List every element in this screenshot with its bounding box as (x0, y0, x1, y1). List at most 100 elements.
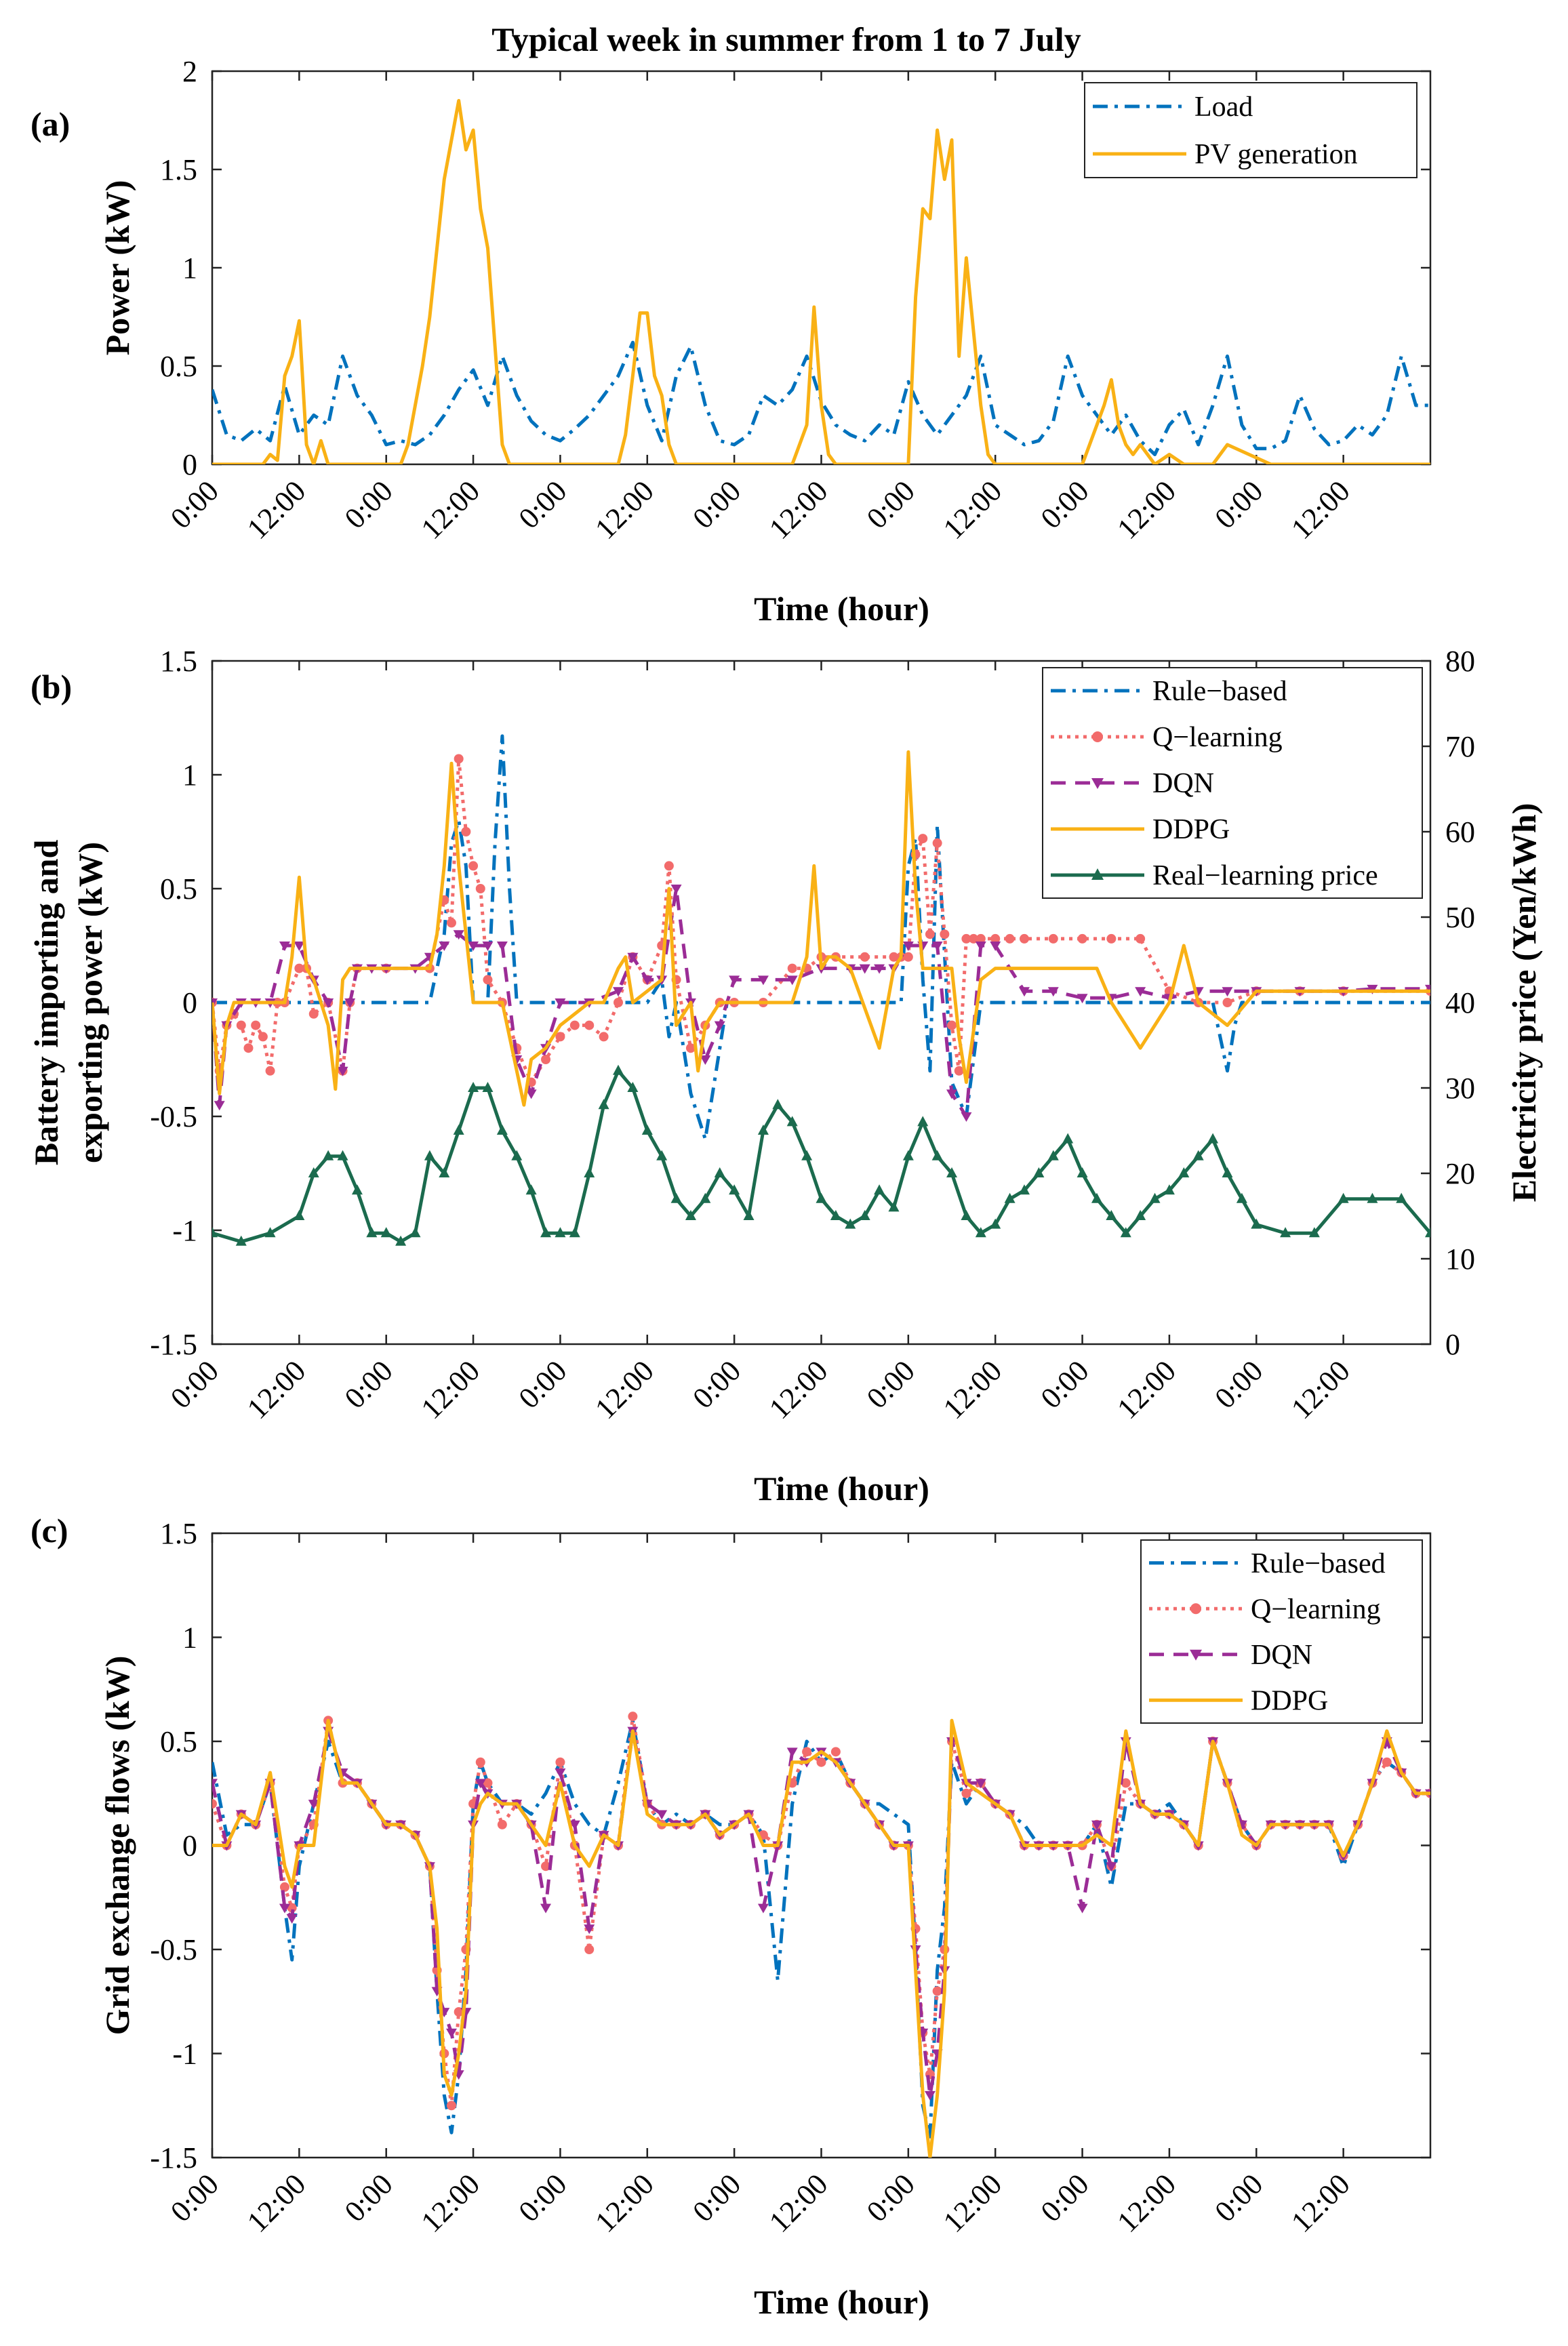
series-line-load (212, 340, 1430, 456)
series-marker (888, 1201, 900, 1212)
legend-marker (1091, 778, 1104, 789)
y-tick-label-right: 70 (1445, 730, 1475, 763)
x-tick-label: 12:00 (1110, 2167, 1182, 2239)
series-marker (1077, 994, 1088, 1004)
x-axis-label: Time (hour) (754, 1470, 929, 1508)
legend-box (1140, 1539, 1423, 1724)
x-axis-label: Time (hour) (754, 2283, 929, 2321)
series-marker (265, 1066, 275, 1076)
panel-label: (a) (31, 105, 70, 143)
series-marker (772, 1099, 784, 1110)
legend-marker (1091, 868, 1104, 880)
series-line-dqn (212, 887, 1430, 1118)
series-marker (743, 1210, 755, 1220)
series-marker (1135, 1210, 1146, 1220)
series-marker (1077, 1903, 1088, 1914)
series-marker (729, 1184, 740, 1195)
series-marker (279, 1903, 290, 1914)
series-marker (236, 1020, 246, 1030)
series-marker (1047, 987, 1059, 997)
series-marker (475, 1779, 486, 1789)
series-marker (859, 1210, 870, 1220)
series-marker (482, 942, 494, 951)
y-tick-label: 1 (182, 1621, 197, 1655)
series-marker (1338, 1192, 1349, 1203)
x-tick-label: 12:00 (1285, 2167, 1356, 2239)
series-marker (1047, 1150, 1059, 1160)
series-marker (475, 1757, 485, 1767)
x-tick-label: 0:00 (1034, 1354, 1095, 1415)
legend: Rule−based Q−learning DQN DDPG (1140, 1539, 1423, 1724)
y-tick-label: 0.5 (160, 872, 197, 906)
x-tick-label: 12:00 (763, 474, 835, 546)
y-tick-label: -1 (172, 1214, 197, 1247)
legend-label: Real−learning price (1152, 860, 1378, 891)
series-marker (902, 942, 914, 951)
series-marker (1251, 1218, 1262, 1229)
series-marker (786, 1116, 798, 1127)
x-tick-label: 0:00 (164, 474, 225, 535)
series-marker (816, 1192, 827, 1203)
series-marker (380, 1227, 392, 1238)
series-marker (555, 1227, 566, 1238)
y-tick-label-right: 80 (1445, 645, 1475, 678)
series-marker (496, 1125, 508, 1135)
x-tick-label: 0:00 (860, 1354, 921, 1415)
series-marker (670, 1192, 682, 1203)
x-tick-label: 0:00 (860, 474, 921, 535)
series-marker (1121, 1778, 1131, 1788)
series-marker (1048, 933, 1058, 944)
series-marker (243, 1043, 254, 1053)
x-tick-label: 0:00 (338, 2167, 399, 2228)
series-marker (279, 942, 290, 951)
x-tick-label: 12:00 (415, 1354, 487, 1425)
legend-label: DDPG (1152, 814, 1230, 845)
series-marker (627, 1082, 639, 1092)
y-tick-label-right: 0 (1445, 1328, 1460, 1361)
legend-label: Rule−based (1152, 676, 1287, 707)
series-marker (714, 1167, 725, 1177)
x-tick-label: 0:00 (512, 1354, 574, 1415)
y-tick-label: 1.5 (160, 153, 197, 186)
series-marker (961, 1788, 971, 1798)
series-marker (685, 1043, 696, 1053)
series-marker (323, 998, 334, 1008)
series-marker (395, 1235, 407, 1246)
series-marker (729, 975, 740, 986)
series-line-dqn (212, 1729, 1430, 2097)
series-marker (903, 952, 913, 962)
series-marker (482, 1082, 494, 1092)
series-marker (1135, 987, 1146, 997)
series-marker (446, 2101, 456, 2111)
series-marker (212, 1779, 218, 1789)
series-marker (1149, 1192, 1161, 1203)
series-marker (212, 1799, 217, 1809)
series-marker (308, 1009, 319, 1019)
series-marker (975, 1227, 986, 1238)
series-marker (641, 1125, 653, 1135)
series-marker (975, 942, 986, 951)
x-tick-label: 0:00 (686, 2167, 747, 2228)
series-marker (946, 1167, 958, 1177)
series-marker (468, 861, 479, 871)
series-marker (924, 2090, 936, 2101)
series-marker (540, 1227, 552, 1238)
x-tick-label: 12:00 (415, 474, 487, 546)
y-axis-label-line2: exporting power (kW) (71, 842, 109, 1163)
series-marker (1207, 1133, 1219, 1144)
x-tick-label: 12:00 (1110, 474, 1182, 546)
series-marker (294, 963, 304, 973)
figure-title: Typical week in summer from 1 to 7 July (491, 20, 1081, 58)
series-marker (1033, 1167, 1045, 1177)
y-axis-label-line1: Battery importing and (27, 840, 65, 1166)
series-marker (294, 1210, 305, 1220)
series-marker (700, 1192, 711, 1203)
x-tick-label: 12:00 (763, 1354, 835, 1425)
series-marker (439, 942, 450, 951)
y-tick-label: -1.5 (150, 1328, 197, 1361)
series-marker (251, 1020, 261, 1030)
series-marker (1222, 987, 1233, 997)
series-marker (409, 1227, 421, 1238)
series-marker (1004, 1192, 1016, 1203)
